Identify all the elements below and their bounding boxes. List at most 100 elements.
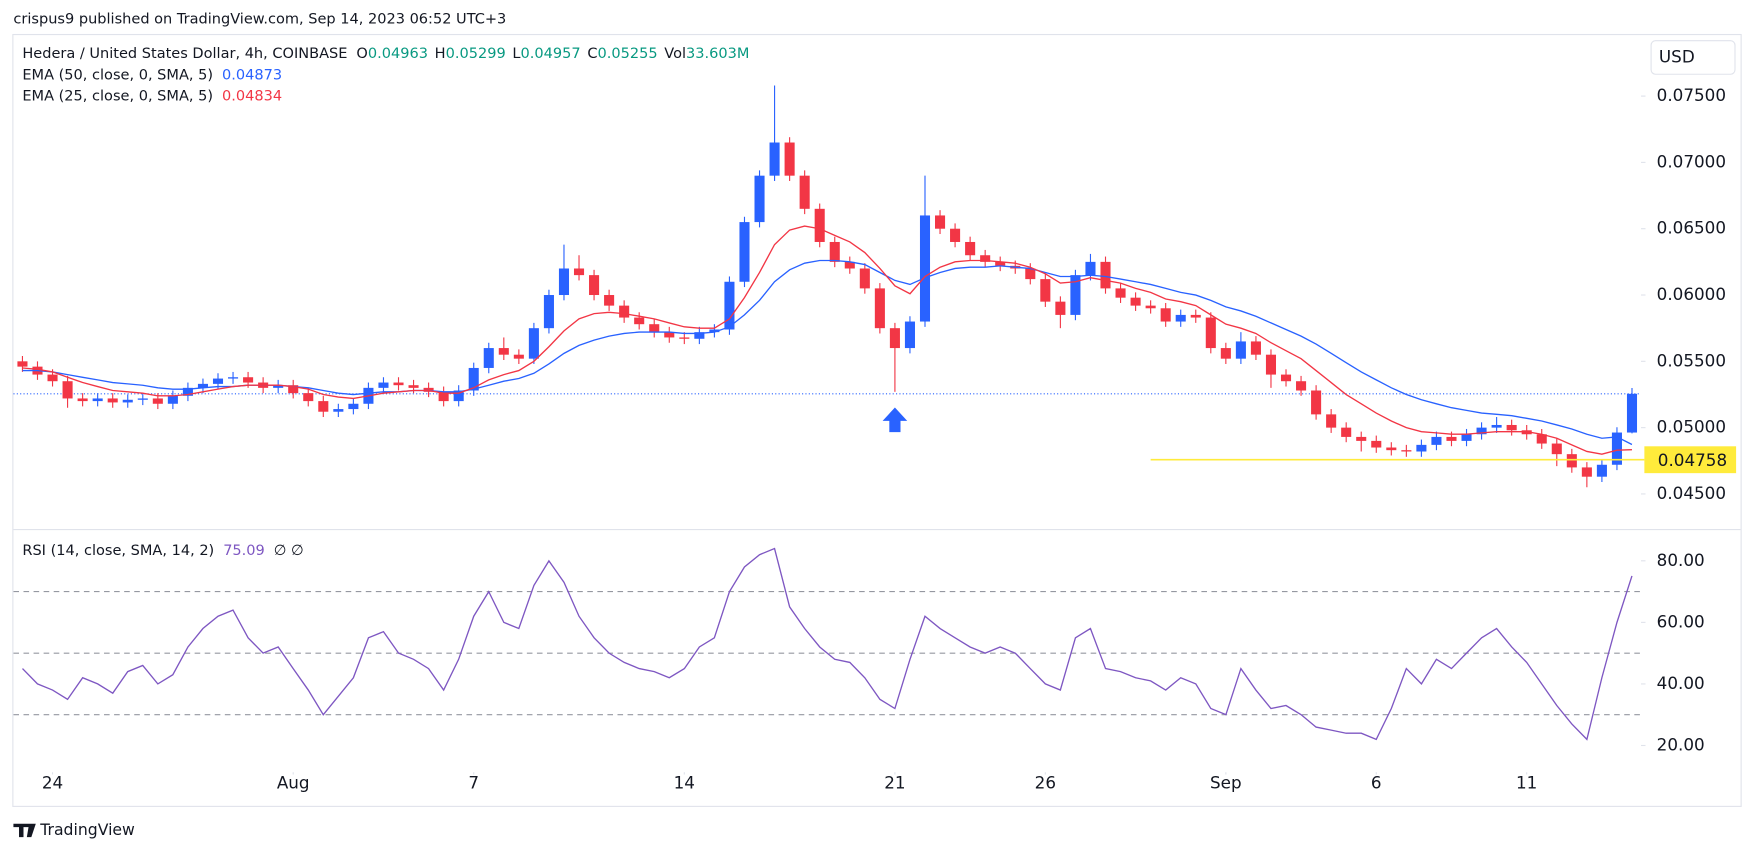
y-tick-label: 0.07500 xyxy=(1657,85,1726,105)
candle-body xyxy=(1265,354,1277,375)
candle-body xyxy=(814,208,825,242)
candle-body xyxy=(378,382,389,388)
y-tick-label: 0.05500 xyxy=(1657,350,1726,370)
ema-line xyxy=(22,225,1632,455)
candle-body xyxy=(543,295,554,329)
candle-body xyxy=(288,385,299,394)
candle-body xyxy=(1386,447,1397,451)
publisher: crispus9 published on TradingView.com, S… xyxy=(13,11,506,27)
candle-body xyxy=(318,401,329,412)
candle-body xyxy=(589,275,600,296)
candle-body xyxy=(228,377,239,379)
candle-body xyxy=(1160,308,1171,322)
rsi-value: 75.09 xyxy=(223,543,265,559)
candle-body xyxy=(889,328,900,349)
x-tick-label: 26 xyxy=(1035,772,1056,792)
candle-body xyxy=(1055,301,1066,315)
candle-body xyxy=(619,305,630,318)
candle-body xyxy=(1416,444,1427,452)
candle-body xyxy=(784,142,795,176)
candle-body xyxy=(408,385,419,388)
candle-body xyxy=(152,398,163,404)
candle-body xyxy=(483,348,494,368)
candle-body xyxy=(1220,348,1231,359)
candle-body xyxy=(634,317,645,325)
logo-icon xyxy=(13,823,36,838)
candle-body xyxy=(950,228,961,242)
candle-body xyxy=(303,393,314,402)
candle-body xyxy=(724,281,735,330)
candle-body xyxy=(1596,464,1607,477)
candle-body xyxy=(1130,297,1141,306)
o-value: 0.04963 xyxy=(368,46,428,62)
candle-body xyxy=(212,378,224,384)
candle-body xyxy=(859,268,870,289)
candle-body xyxy=(17,361,28,367)
candle-body xyxy=(1145,305,1156,309)
candle-body xyxy=(1356,436,1367,441)
x-tick-label: 6 xyxy=(1371,772,1382,792)
candle-body xyxy=(558,268,570,296)
candle-body xyxy=(243,377,254,383)
candle-body xyxy=(197,383,208,388)
symbol-title: Hedera / United States Dollar, 4h, COINB… xyxy=(22,46,347,62)
candle-body xyxy=(965,241,976,256)
candle-body xyxy=(1025,268,1036,280)
candle-body xyxy=(709,329,720,333)
candle-body xyxy=(1491,424,1502,428)
ema25-name: EMA (25, close, 0, SMA, 5) xyxy=(22,89,213,105)
ema50-value: 0.04873 xyxy=(222,67,282,83)
candle-body xyxy=(1070,275,1081,315)
ema50-name: EMA (50, close, 0, SMA, 5) xyxy=(22,67,213,83)
currency: USD xyxy=(1659,46,1695,66)
c-value: 0.05255 xyxy=(597,46,657,62)
candle-body xyxy=(739,222,750,282)
l-value: 0.04957 xyxy=(521,46,581,62)
candle-body xyxy=(273,385,284,388)
annotation-arrow xyxy=(882,407,908,433)
candle-body xyxy=(980,255,991,262)
candle-body xyxy=(1626,393,1638,433)
legend-ema25: EMA (25, close, 0, SMA, 5) 0.04834 xyxy=(22,89,282,105)
rsi-tick-label: 80.00 xyxy=(1657,550,1705,570)
candle-body xyxy=(664,332,675,338)
candle-body xyxy=(1446,436,1457,441)
price-plot xyxy=(13,85,1642,488)
candle-body xyxy=(1296,381,1307,391)
candle-body xyxy=(604,295,615,306)
c-label: C xyxy=(587,46,597,62)
candle-body xyxy=(137,398,148,400)
candle-body xyxy=(1280,374,1292,382)
candle-body xyxy=(1040,279,1051,302)
candle-body xyxy=(1476,427,1487,435)
frame xyxy=(12,33,1742,807)
candle-body xyxy=(1461,434,1472,441)
candle-body xyxy=(1431,436,1442,445)
candle-body xyxy=(844,261,855,269)
candle-body xyxy=(182,387,193,396)
candle-body xyxy=(1581,467,1592,477)
candle-body xyxy=(829,241,840,262)
ema25-value: 0.04834 xyxy=(222,89,282,105)
candle-body xyxy=(769,142,780,176)
h-value: 0.05299 xyxy=(446,46,506,62)
x-tick-label: 21 xyxy=(884,772,905,792)
rsi-tick-label: 20.00 xyxy=(1657,734,1705,754)
candle-body xyxy=(107,398,118,403)
currency-box[interactable] xyxy=(1650,40,1736,75)
candle-body xyxy=(348,403,359,410)
legend-ema50: EMA (50, close, 0, SMA, 5) 0.04873 xyxy=(22,67,282,83)
candle-body xyxy=(1506,424,1517,431)
candle-body xyxy=(1190,314,1201,318)
candle-body xyxy=(333,409,344,412)
candle-body xyxy=(468,367,479,391)
candle-body xyxy=(513,354,524,359)
candle-body xyxy=(167,395,178,404)
candle-body xyxy=(1551,443,1562,455)
vol-value: 33.603M xyxy=(686,46,749,62)
support-label: 0.04758 xyxy=(1658,450,1727,470)
candle-body xyxy=(1326,414,1337,428)
candle-body xyxy=(935,215,946,229)
candle-body xyxy=(438,391,449,402)
